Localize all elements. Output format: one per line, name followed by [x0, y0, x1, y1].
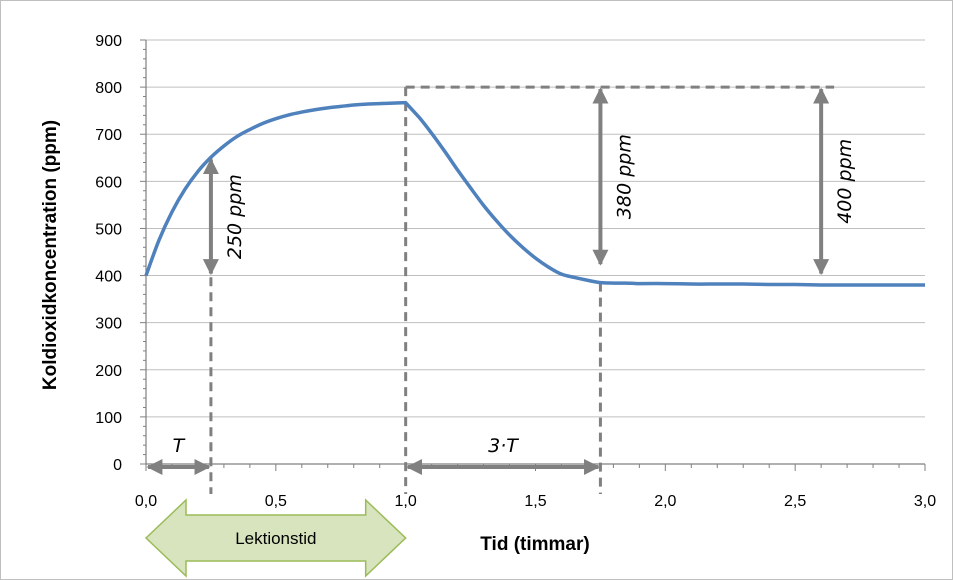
x-tick-label: 2,0	[654, 493, 676, 510]
x-tick-label: 0,0	[135, 493, 157, 510]
y-tick-label: 700	[95, 127, 122, 144]
annotation-arrows	[146, 87, 830, 475]
concentration-line	[144, 100, 925, 287]
reference-lines	[209, 85, 835, 494]
y-tick-label: 100	[95, 410, 122, 427]
lektionstid-arrow	[144, 498, 407, 578]
lektionstid-label: Lektionstid	[235, 529, 316, 548]
annotation-label: 380 ppm	[613, 134, 635, 219]
annotation-label: T	[173, 435, 186, 457]
y-tick-label: 600	[95, 174, 122, 191]
annotation-label: 250 ppm	[224, 174, 246, 259]
x-tick-label: 3,0	[914, 493, 936, 510]
gridlines	[146, 39, 925, 418]
series-layer	[144, 100, 926, 287]
x-tick-label: 1,5	[524, 493, 546, 510]
y-tick-label: 0	[113, 457, 122, 474]
annotation-label: 3·T	[488, 435, 519, 457]
y-tick-label: 800	[95, 80, 122, 97]
y-tick-label: 400	[95, 269, 122, 286]
y-tick-label: 200	[95, 363, 122, 380]
x-axis-title: Tid (timmar)	[480, 534, 589, 555]
labels-layer: 0 100 200 300 400 500 600 700 800 900 0,0 0,5 1,0 1,5…	[95, 33, 936, 578]
y-tick-label: 300	[95, 316, 122, 333]
y-axis-title: Koldioxidkoncentration (ppm)	[40, 120, 61, 390]
x-tick-label: 1,0	[395, 493, 417, 510]
x-tick-label: 2,5	[784, 493, 806, 510]
x-tick-label: 0,5	[265, 493, 287, 510]
y-tick-label: 500	[95, 221, 122, 238]
y-tick-label: 900	[95, 33, 122, 50]
annotation-label: 400 ppm	[834, 139, 856, 224]
